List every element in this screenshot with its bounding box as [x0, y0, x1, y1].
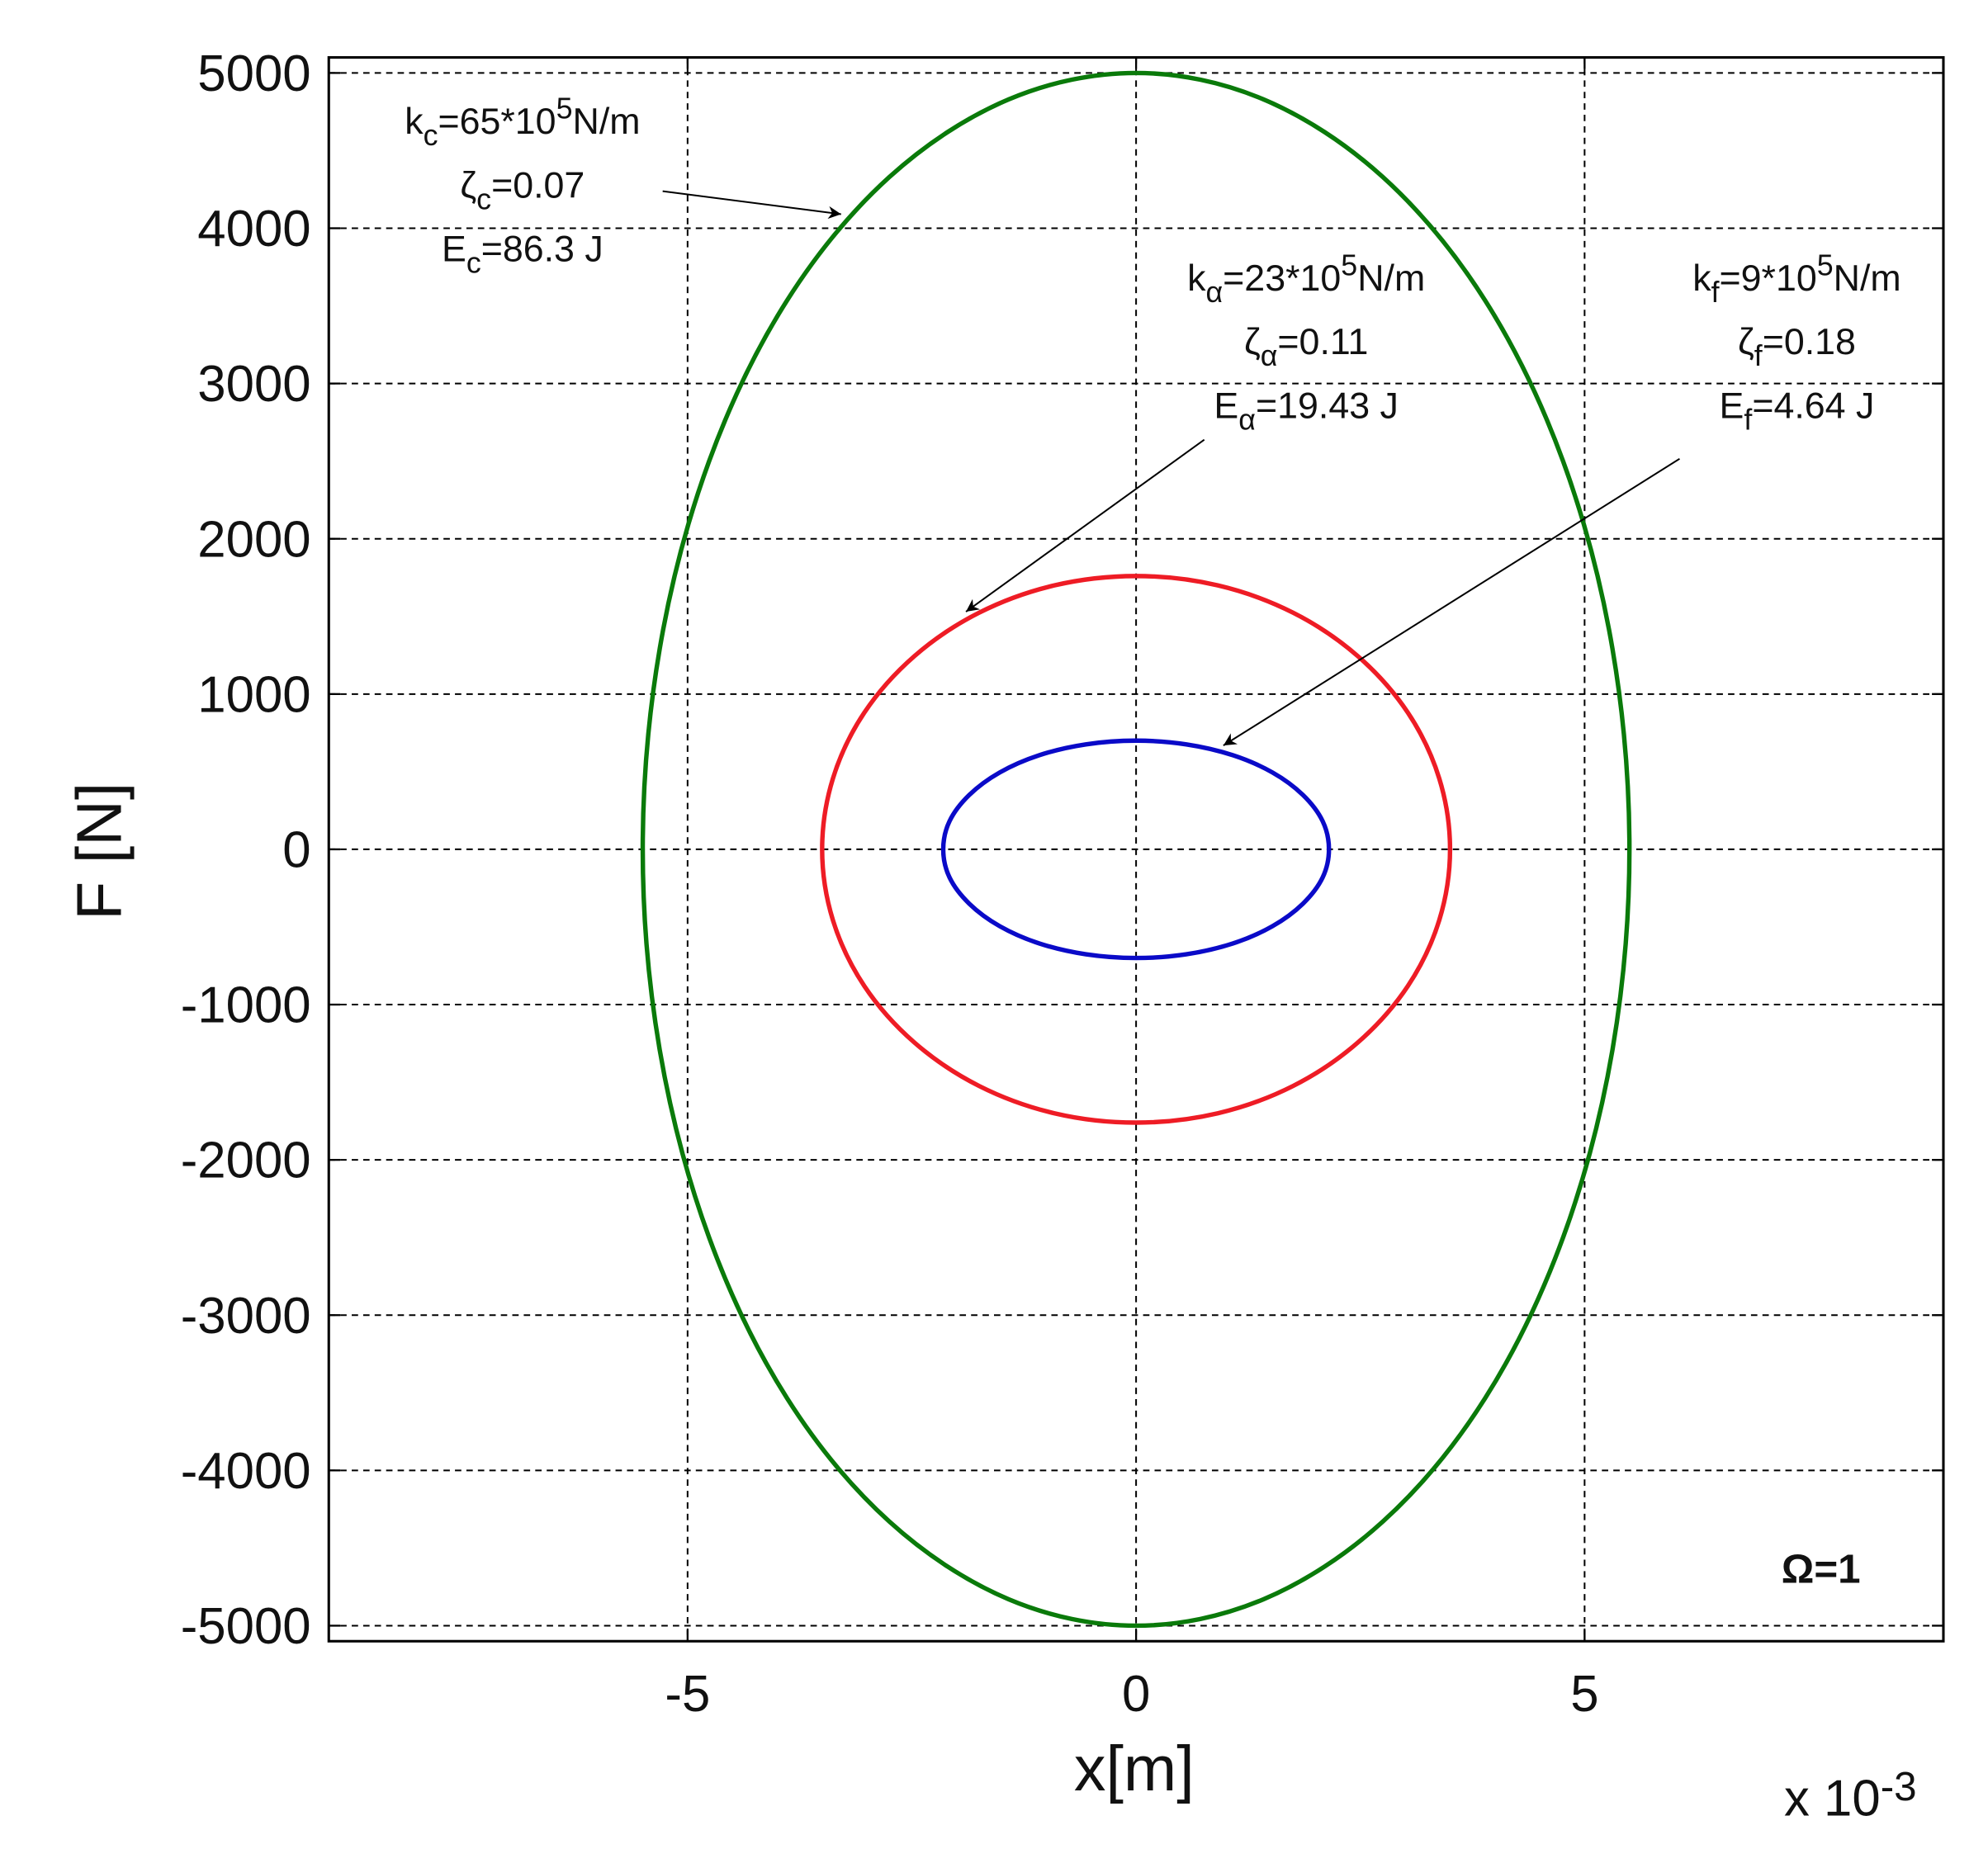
text-segment: f [1711, 276, 1720, 309]
annotation-line: kα=23*105N/m [1187, 249, 1425, 309]
text-segment: =23*10 [1223, 258, 1341, 299]
annotation-arrow [662, 190, 841, 220]
corner-label: Ω=1 [1782, 1546, 1861, 1591]
annotation-line: Ef=4.64 J [1720, 385, 1875, 436]
text-segment: =0.18 [1763, 321, 1856, 362]
annotation-line: ζc=0.07 [460, 164, 585, 215]
text-segment: α [1261, 339, 1278, 372]
annotation-line: Eα=19.43 J [1214, 385, 1399, 436]
text-segment: 5 [1817, 249, 1834, 282]
text-segment: 5 [556, 92, 573, 125]
annotation-arrow [1223, 457, 1680, 746]
text-segment: =0.11 [1277, 321, 1368, 362]
text-segment: k [1187, 258, 1206, 299]
text-segment: =19.43 J [1256, 385, 1399, 426]
y-tick-label: -4000 [181, 1443, 311, 1500]
y-tick-label: -2000 [181, 1133, 311, 1189]
text-segment: E [1214, 385, 1238, 426]
x-tick-label: 5 [1570, 1666, 1598, 1723]
annotation-line: ζf=0.18 [1738, 321, 1856, 372]
y-tick-label: 0 [282, 822, 310, 879]
text-segment: =86.3 J [481, 229, 604, 270]
x-axis-label: x[m] [1074, 1733, 1195, 1804]
y-tick-label: 3000 [197, 356, 310, 413]
text-segment: =65*10 [438, 101, 556, 142]
text-segment: α [1205, 276, 1223, 309]
text-segment: x 10 [1784, 1771, 1881, 1828]
text-segment: c [476, 182, 491, 215]
y-tick-label: 5000 [197, 45, 310, 102]
y-tick-label: -3000 [181, 1288, 311, 1345]
y-tick-label: -5000 [181, 1598, 311, 1655]
text-segment: =4.64 J [1752, 385, 1874, 426]
y-tick-label: 1000 [197, 666, 310, 723]
annotation-line: ζα=0.11 [1244, 321, 1368, 372]
annotation-line: kf=9*105N/m [1692, 249, 1901, 309]
text-segment: N/m [1357, 258, 1425, 299]
text-segment: E [1720, 385, 1744, 426]
text-segment: E [442, 229, 466, 270]
annotation-arrow [965, 438, 1205, 612]
text-segment: 5 [1341, 249, 1357, 282]
plot-frame [327, 56, 1945, 1643]
y-tick-label: 2000 [197, 511, 310, 568]
text-segment: f [1744, 403, 1752, 436]
series-line [940, 738, 1332, 961]
text-segment: ζ [460, 164, 476, 206]
x-tick-label: -5 [665, 1666, 710, 1723]
x-tick-label: 0 [1122, 1666, 1150, 1723]
text-segment: k [405, 101, 424, 142]
series-line [640, 70, 1632, 1629]
text-segment: ζ [1738, 321, 1754, 362]
text-segment: f [1754, 339, 1763, 372]
text-segment: ζ [1244, 321, 1261, 362]
text-segment: k [1692, 258, 1711, 299]
annotation-line: Ec=86.3 J [442, 229, 604, 280]
text-segment: α [1238, 403, 1256, 436]
text-segment: c [466, 246, 481, 279]
text-segment: =9*10 [1720, 258, 1817, 299]
annotation-line: kc=65*105N/m [405, 92, 640, 152]
y-tick-label: 4000 [197, 201, 310, 258]
text-segment: -3 [1881, 1764, 1917, 1809]
x-multiplier: x 10-3 [1784, 1764, 1917, 1828]
y-axis-label: F [N] [64, 783, 135, 920]
text-segment: c [424, 119, 438, 152]
text-segment: =0.07 [491, 164, 585, 206]
text-segment: N/m [573, 101, 641, 142]
series-line [820, 574, 1453, 1125]
text-segment: N/m [1834, 258, 1901, 299]
y-tick-label: -1000 [181, 977, 311, 1034]
plot-area [640, 70, 1632, 1629]
